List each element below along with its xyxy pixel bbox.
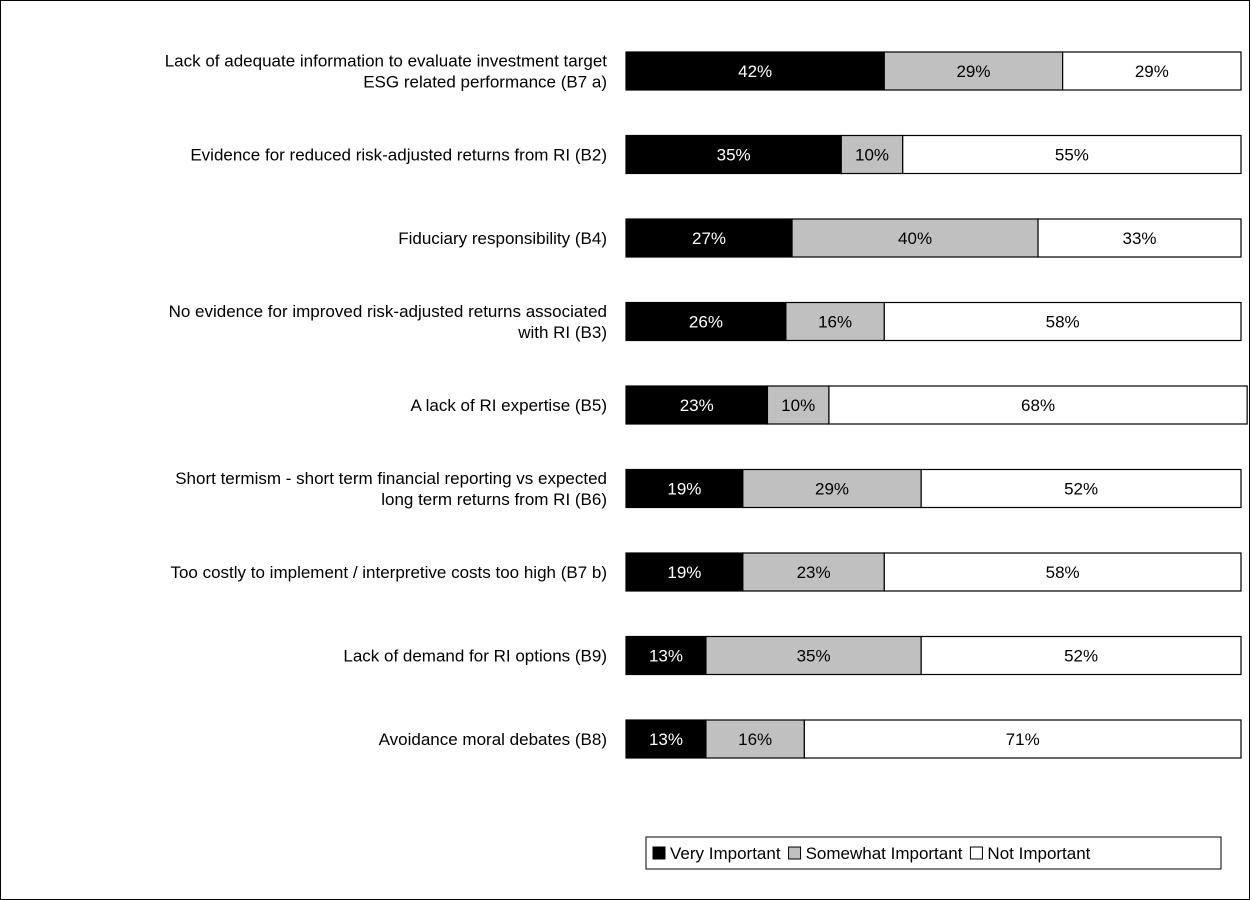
bar-segment-not-important [902, 134, 1242, 175]
category-label: Lack of demand for RI options (B9) [343, 647, 607, 666]
bar-segment-not-important [920, 468, 1242, 509]
bar-segment-not-important [883, 552, 1242, 592]
bar-segment-not-important [828, 385, 1248, 425]
category-label: Avoidance moral debates (B8) [379, 730, 607, 749]
category-label: Lack of adequate information to evaluate… [165, 52, 608, 92]
data-label: 16% [818, 313, 852, 332]
data-label: 19% [667, 480, 701, 499]
data-label: 26% [689, 313, 723, 332]
data-label: 27% [692, 229, 726, 248]
bar-segment-very-important [625, 468, 744, 509]
bar-segment-somewhat-important [766, 385, 830, 425]
bar-segment-very-important [625, 301, 787, 342]
category-label: A lack of RI expertise (B5) [410, 396, 607, 415]
bar-segment-somewhat-important [883, 51, 1064, 91]
data-label: 29% [956, 62, 990, 81]
data-label: 35% [797, 647, 831, 666]
data-label: 10% [855, 146, 889, 165]
data-label: 29% [815, 480, 849, 499]
legend-label-not-important: Not Important [987, 844, 1090, 863]
legend-swatch-not-important [969, 846, 983, 860]
bar-segment-not-important [920, 635, 1242, 676]
bar-segment-somewhat-important [840, 134, 904, 175]
data-label: 40% [898, 229, 932, 248]
bar-segment-somewhat-important [705, 635, 922, 676]
legend-swatch-very-important [652, 846, 666, 860]
data-label: 13% [649, 647, 683, 666]
data-label: 42% [738, 62, 772, 81]
bar-segment-very-important [625, 51, 885, 91]
bar-segment-very-important [625, 552, 744, 592]
data-label: 23% [680, 396, 714, 415]
bar-segment-very-important [625, 719, 707, 759]
data-label: 58% [1046, 563, 1080, 582]
data-label: 23% [797, 563, 831, 582]
bar-segment-not-important [1037, 218, 1242, 258]
bar-segment-somewhat-important [791, 218, 1039, 258]
legend [645, 836, 1222, 870]
bar-segment-not-important [883, 301, 1242, 342]
data-label: 55% [1055, 146, 1089, 165]
category-label: Evidence for reduced risk-adjusted retur… [190, 146, 607, 165]
data-label: 71% [1006, 730, 1040, 749]
data-label: 58% [1046, 313, 1080, 332]
data-label: 33% [1123, 229, 1157, 248]
data-label: 19% [667, 563, 701, 582]
bar-segment-somewhat-important [742, 552, 885, 592]
legend-label-very-important: Very Important [670, 844, 781, 863]
legend-label-somewhat-important: Somewhat Important [806, 844, 963, 863]
category-label: Short termism - short term financial rep… [175, 469, 607, 509]
data-label: 29% [1135, 62, 1169, 81]
data-label: 16% [738, 730, 772, 749]
bar-segment-very-important [625, 218, 793, 258]
bar-segment-very-important [625, 635, 707, 676]
category-label: Too costly to implement / interpretive c… [170, 563, 607, 582]
data-label: 52% [1064, 480, 1098, 499]
bar-segment-somewhat-important [742, 468, 922, 509]
data-label: 35% [717, 146, 751, 165]
data-label: 68% [1021, 396, 1055, 415]
category-label: No evidence for improved risk-adjusted r… [169, 302, 607, 342]
bar-segment-not-important [1062, 51, 1242, 91]
stacked-bar-chart: Lack of adequate information to evaluate… [165, 51, 1248, 870]
bar-segment-very-important [625, 385, 769, 425]
data-label: 13% [649, 730, 683, 749]
category-label: Fiduciary responsibility (B4) [398, 229, 607, 248]
bar-segment-not-important [803, 719, 1242, 759]
data-label: 52% [1064, 647, 1098, 666]
data-label: 10% [781, 396, 815, 415]
legend-swatch-somewhat-important [788, 846, 802, 860]
